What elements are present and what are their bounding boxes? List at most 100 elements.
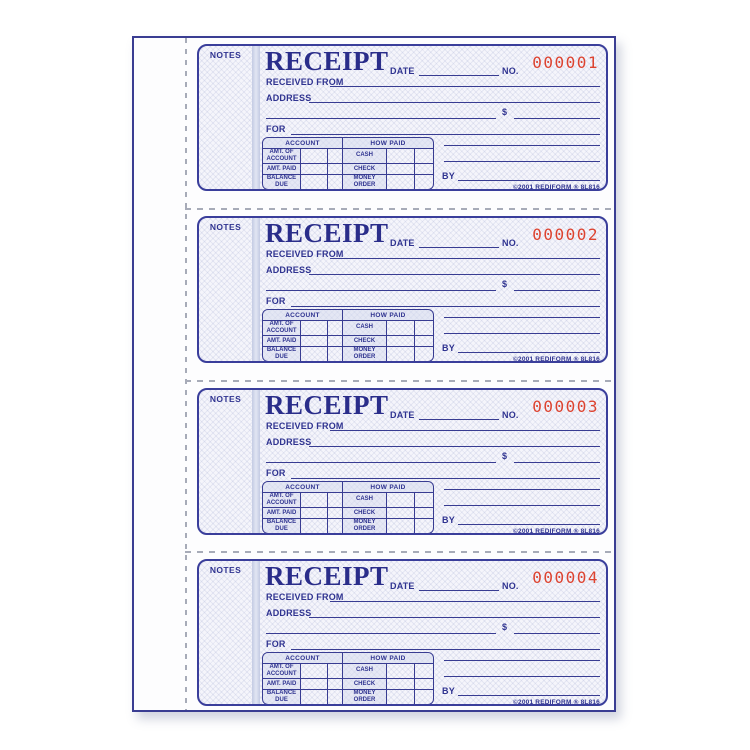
date-field-line [419, 590, 499, 591]
address-field-line [309, 274, 600, 275]
payment-table-header-row: ACCOUNT HOW PAID [263, 482, 433, 493]
by-label: BY [442, 515, 455, 525]
balance-due-cents-cell [328, 519, 343, 533]
cash-check-cell [387, 493, 415, 507]
how-paid-column-header: HOW PAID [370, 655, 406, 662]
amount-field-line [514, 118, 600, 119]
dollar-sign: $ [502, 451, 508, 461]
table-row-balance-due: BALANCE DUE MONEY ORDER [263, 174, 433, 189]
amt-of-account-label: AMT. OF ACCOUNT [263, 321, 301, 335]
balance-due-value-cell [301, 690, 328, 704]
receipt-serial-number: 000001 [532, 53, 599, 72]
amount-field-line [514, 633, 600, 634]
for-field-line [291, 478, 600, 479]
for-label: FOR [266, 296, 286, 306]
amt-of-account-value-cell [301, 321, 328, 335]
blank-note-line-2 [444, 505, 600, 506]
date-field-line [419, 75, 499, 76]
amount-in-words-line [266, 290, 496, 291]
check-extra-cell [415, 679, 433, 689]
money-order-check-cell [387, 690, 415, 704]
blank-note-line-2 [444, 676, 600, 677]
blank-note-line-1 [444, 660, 600, 661]
balance-due-label: BALANCE DUE [263, 175, 301, 189]
payment-table: ACCOUNT HOW PAID AMT. OF ACCOUNT CASH AM… [262, 481, 434, 533]
receipt-serial-number: 000003 [532, 397, 599, 416]
money-order-label: MONEY ORDER [343, 347, 387, 361]
received-from-field-line [330, 86, 600, 87]
by-field-line [458, 695, 600, 696]
check-check-cell [387, 507, 415, 519]
cash-label: CASH [343, 664, 387, 678]
cash-check-cell [387, 149, 415, 163]
amt-paid-label: AMT. PAID [263, 507, 301, 519]
check-extra-cell [415, 164, 433, 174]
address-label: ADDRESS [266, 437, 312, 447]
by-field-line [458, 180, 600, 181]
received-from-label: RECEIVED FROM [266, 592, 344, 602]
receipt-serial-number: 000004 [532, 568, 599, 587]
amt-of-account-cents-cell [328, 321, 343, 335]
check-extra-cell [415, 336, 433, 346]
receipt-title: RECEIPT [265, 46, 389, 76]
notes-column-divider [252, 390, 260, 533]
payment-table-header-row: ACCOUNT HOW PAID [263, 653, 433, 664]
check-check-cell [387, 335, 415, 347]
table-row-amt-paid: AMT. PAID CHECK [263, 677, 433, 690]
cash-extra-cell [415, 493, 433, 507]
balance-due-label: BALANCE DUE [263, 519, 301, 533]
received-from-label: RECEIVED FROM [266, 249, 344, 259]
payment-table: ACCOUNT HOW PAID AMT. OF ACCOUNT CASH AM… [262, 652, 434, 704]
cash-extra-cell [415, 149, 433, 163]
amount-field-line [514, 290, 600, 291]
amt-of-account-cents-cell [328, 149, 343, 163]
receipt-serial-number: 000002 [532, 225, 599, 244]
amt-of-account-cents-cell [328, 493, 343, 507]
cash-extra-cell [415, 664, 433, 678]
by-field-line [458, 524, 600, 525]
table-row-amt-paid: AMT. PAID CHECK [263, 334, 433, 347]
for-label: FOR [266, 639, 286, 649]
received-from-field-line [330, 258, 600, 259]
money-order-extra-cell [415, 690, 433, 704]
number-label: NO. [502, 66, 519, 76]
by-field-line [458, 352, 600, 353]
money-order-check-cell [387, 519, 415, 533]
receipt-form: NOTES RECEIPT DATE NO. 000003 RECEIVED F… [197, 388, 608, 535]
balance-due-label: BALANCE DUE [263, 347, 301, 361]
for-field-line [291, 649, 600, 650]
address-label: ADDRESS [266, 608, 312, 618]
cash-extra-cell [415, 321, 433, 335]
check-extra-cell [415, 508, 433, 518]
amt-of-account-cents-cell [328, 664, 343, 678]
table-row-amt-of-account: AMT. OF ACCOUNT CASH [263, 493, 433, 507]
blank-note-line-2 [444, 161, 600, 162]
address-field-line [309, 617, 600, 618]
check-label: CHECK [343, 335, 387, 347]
notes-column-divider [252, 218, 260, 361]
receipt-form: NOTES RECEIPT DATE NO. 000002 RECEIVED F… [197, 216, 608, 363]
amt-paid-label: AMT. PAID [263, 678, 301, 690]
amt-paid-value-cell [301, 507, 328, 519]
table-row-balance-due: BALANCE DUE MONEY ORDER [263, 518, 433, 533]
money-order-extra-cell [415, 519, 433, 533]
dollar-sign: $ [502, 279, 508, 289]
notes-heading: NOTES [209, 222, 242, 232]
date-field-line [419, 247, 499, 248]
balance-due-value-cell [301, 519, 328, 533]
payment-table: ACCOUNT HOW PAID AMT. OF ACCOUNT CASH AM… [262, 137, 434, 189]
copyright-footnote: ©2001 REDIFORM ® 8L816 [513, 356, 600, 363]
notes-heading: NOTES [209, 565, 242, 575]
amount-in-words-line [266, 633, 496, 634]
by-label: BY [442, 343, 455, 353]
amt-paid-cents-cell [328, 507, 343, 519]
receipt-form: NOTES RECEIPT DATE NO. 000004 RECEIVED F… [197, 559, 608, 706]
blank-note-line-1 [444, 145, 600, 146]
blank-note-line-1 [444, 489, 600, 490]
number-label: NO. [502, 581, 519, 591]
check-label: CHECK [343, 163, 387, 175]
account-column-header: ACCOUNT [263, 482, 343, 492]
copyright-footnote: ©2001 REDIFORM ® 8L816 [513, 184, 600, 191]
received-from-label: RECEIVED FROM [266, 77, 344, 87]
notes-column-divider [252, 561, 260, 704]
